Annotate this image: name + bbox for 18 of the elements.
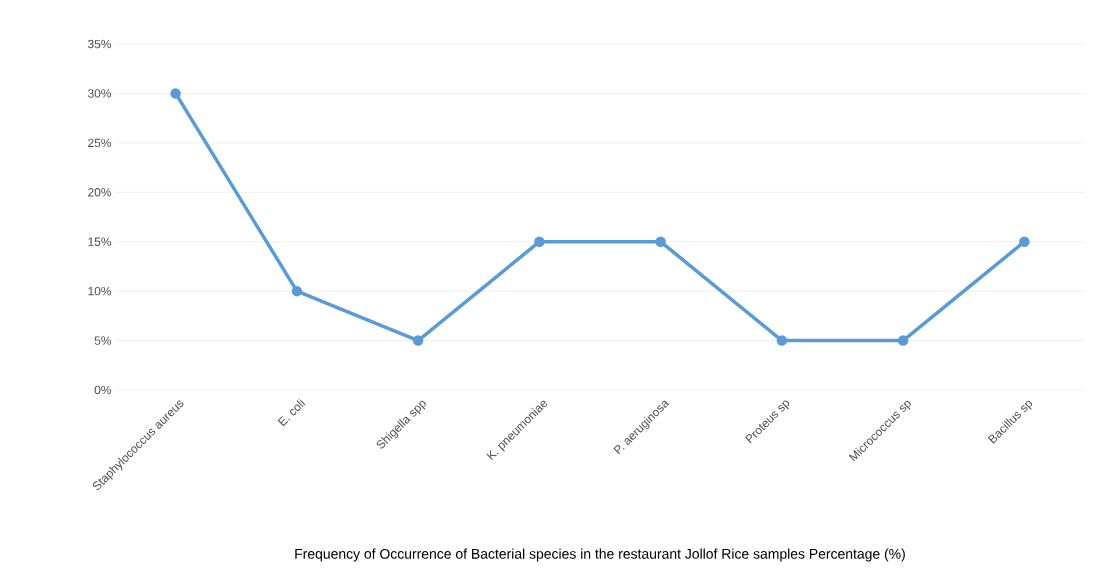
y-tick-label: 10%	[88, 286, 112, 296]
y-tick-label: 5%	[94, 336, 112, 345]
point	[412, 335, 424, 346]
point	[897, 335, 909, 346]
point	[655, 236, 666, 247]
y-tick-label: 0%	[94, 385, 112, 395]
point	[776, 335, 788, 346]
y-tick-label: 35%	[88, 39, 112, 49]
x-axis-title: Frequency of Occurrence of Bacterial species in the restaurant Jollof Rice samples Percentage (%)	[295, 548, 905, 562]
point	[170, 88, 181, 99]
point	[291, 285, 303, 297]
y-tick-label: 15%	[88, 237, 112, 246]
x-tick-label: E. coli	[277, 398, 306, 427]
y-tick-label: 20%	[88, 188, 112, 197]
point	[534, 236, 545, 247]
y-tick-label: 30%	[88, 89, 112, 98]
point	[1019, 236, 1030, 247]
y-tick-label: 25%	[88, 138, 112, 148]
